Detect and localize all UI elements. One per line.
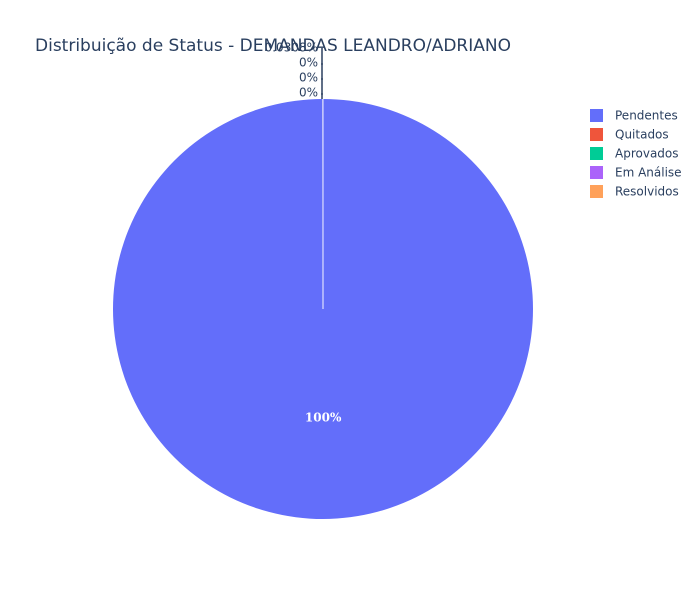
slice-label-quitados: 0.0308%	[265, 41, 318, 55]
legend-swatch-resolvidos	[590, 185, 603, 198]
pie-slices	[113, 98, 534, 519]
legend-item-em-analise[interactable]: Em Análise	[590, 166, 682, 180]
legend-swatch-aprovados	[590, 147, 603, 160]
legend-item-pendentes[interactable]: Pendentes	[590, 109, 678, 123]
legend-item-resolvidos[interactable]: Resolvidos	[590, 185, 679, 199]
legend-swatch-quitados	[590, 128, 603, 141]
legend-swatch-pendentes	[590, 109, 603, 122]
pie-slice-labels: 100%0.0308%0%0%0%	[265, 41, 342, 425]
legend-label-resolvidos: Resolvidos	[615, 185, 679, 199]
slice-label-resolvidos: 0%	[299, 86, 318, 100]
slice-label-pendentes: 100%	[305, 411, 342, 425]
legend-label-em-analise: Em Análise	[615, 166, 682, 180]
legend-label-pendentes: Pendentes	[615, 109, 678, 123]
legend-item-aprovados[interactable]: Aprovados	[590, 147, 679, 161]
legend: Pendentes Quitados Aprovados Em Análise Reso…	[590, 109, 682, 199]
slice-label-em-analise: 0%	[299, 71, 318, 85]
legend-swatch-em-analise	[590, 166, 603, 179]
slice-label-aprovados: 0%	[299, 56, 318, 70]
chart-title: Distribuição de Status - DEMANDAS LEANDR…	[35, 36, 511, 56]
legend-label-aprovados: Aprovados	[615, 147, 679, 161]
legend-item-quitados[interactable]: Quitados	[590, 128, 669, 142]
legend-label-quitados: Quitados	[615, 128, 669, 142]
